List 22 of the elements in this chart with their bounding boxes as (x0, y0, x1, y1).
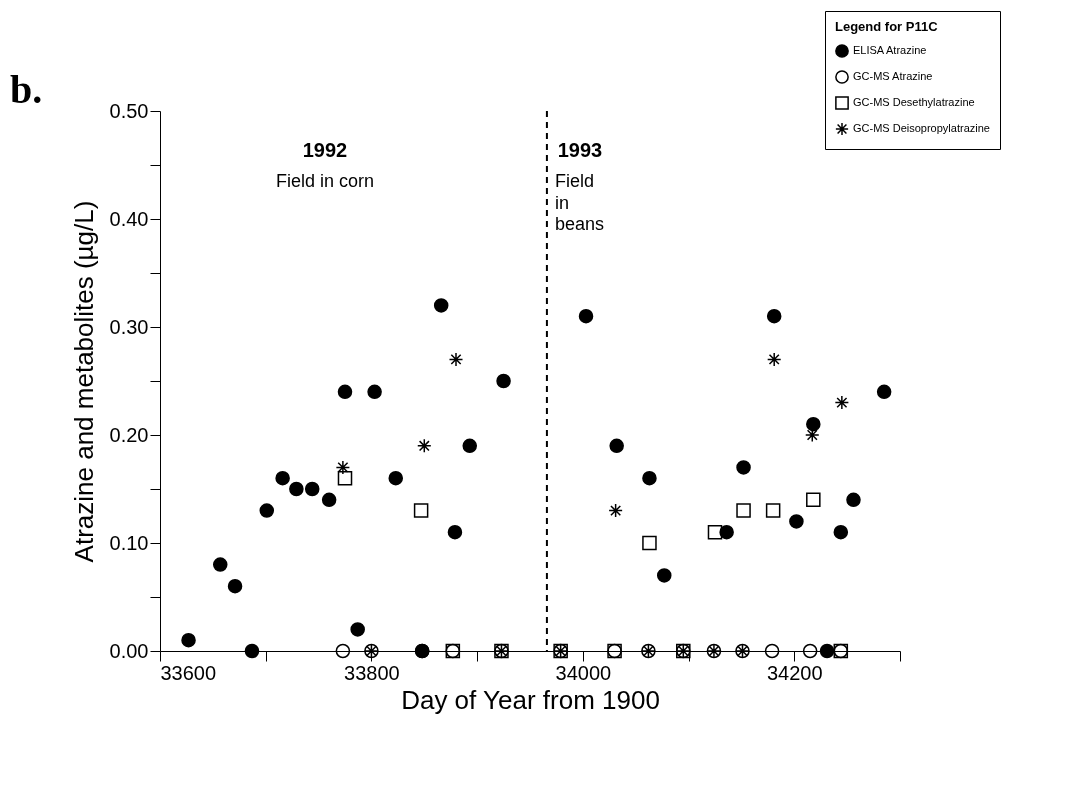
y-tick-label: 0.10 (109, 531, 149, 554)
annotation: Field in beans (555, 171, 605, 235)
x-tick-label: 33600 (160, 661, 217, 684)
y-axis-title: Atrazine and metabolites (µg/L) (68, 200, 99, 563)
annotation: 1992 (302, 139, 348, 161)
annotation: Field in corn (275, 171, 375, 191)
y-tick-label: 0.00 (109, 639, 149, 662)
x-axis-title: Day of Year from 1900 (401, 684, 660, 715)
legend-label: GC-MS Desethylatrazine (853, 96, 975, 108)
text: b. (10, 67, 43, 112)
legend-label: GC-MS Deisopropylatrazine (853, 122, 990, 134)
y-tick-label: 0.40 (109, 207, 149, 230)
legend-label: GC-MS Atrazine (853, 70, 933, 82)
x-tick-label: 34000 (555, 661, 612, 684)
y-tick-label: 0.50 (109, 99, 149, 122)
y-tick-label: 0.30 (109, 315, 149, 338)
x-tick-label: 34200 (766, 661, 823, 684)
y-tick-label: 0.20 (109, 423, 149, 446)
x-tick-label: 33800 (344, 661, 400, 684)
annotation: 1993 (557, 139, 603, 161)
legend-title: Legend for P11C (835, 19, 939, 34)
legend-label: ELISA Atrazine (853, 44, 927, 56)
